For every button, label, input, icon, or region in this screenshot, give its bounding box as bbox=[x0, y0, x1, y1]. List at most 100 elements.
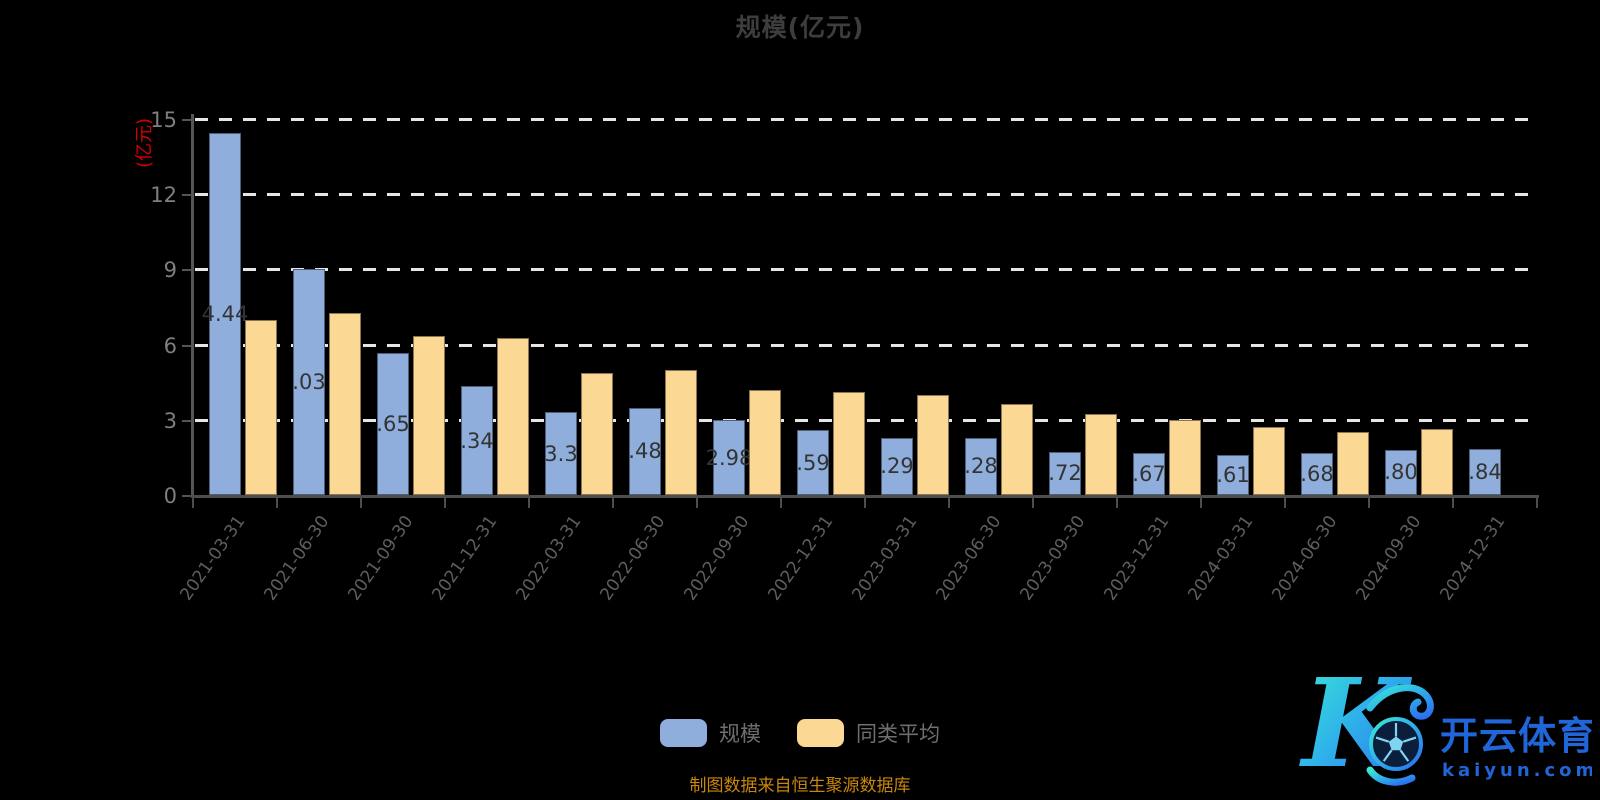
y-axis-label-3: 3 bbox=[163, 408, 177, 433]
gridline-9 bbox=[195, 268, 1537, 272]
bar-value-label: .48 bbox=[628, 439, 662, 464]
bar-value-label: .59 bbox=[796, 450, 830, 475]
bar-scale-2021-03-31[interactable]: 4.44 bbox=[202, 133, 248, 495]
legend-label-scale: 规模 bbox=[719, 722, 761, 746]
bar-avg-2022-09-30[interactable] bbox=[749, 389, 781, 495]
bar-value-label: .28 bbox=[964, 454, 998, 479]
bar-scale-2021-12-31[interactable]: .34 bbox=[460, 386, 494, 495]
bar-avg-2022-06-30[interactable] bbox=[665, 369, 697, 495]
y-axis-line bbox=[191, 114, 194, 498]
gridline-3 bbox=[195, 418, 1537, 422]
bar-value-label: .34 bbox=[460, 428, 494, 453]
bar-avg-2023-09-30[interactable] bbox=[1085, 413, 1117, 495]
bar-avg-2024-09-30[interactable] bbox=[1421, 428, 1453, 495]
x-axis-date-label: 2022-03-31 bbox=[512, 512, 586, 605]
x-axis-date-label: 2024-03-31 bbox=[1184, 512, 1258, 605]
y-axis-label-12: 12 bbox=[150, 183, 177, 208]
x-axis-tick bbox=[1284, 498, 1286, 508]
x-axis-tick bbox=[1536, 498, 1538, 508]
x-axis-tick bbox=[360, 498, 362, 508]
y-axis-tick-15 bbox=[182, 119, 191, 121]
x-axis-line bbox=[191, 495, 1539, 498]
gridline-6 bbox=[195, 343, 1537, 347]
logo-domain: kaiyun.com bbox=[1442, 760, 1592, 781]
legend-swatch-scale bbox=[660, 719, 707, 747]
x-axis-tick bbox=[1452, 498, 1454, 508]
chart-title: 规模(亿元) bbox=[735, 13, 865, 42]
x-axis-date-label: 2023-09-30 bbox=[1016, 512, 1090, 605]
bar-scale-2024-03-31[interactable]: .61 bbox=[1216, 454, 1250, 495]
x-axis-date-label: 2021-03-31 bbox=[176, 512, 250, 605]
legend: 规模 同类平均 bbox=[0, 718, 1600, 748]
x-axis-tick bbox=[1368, 498, 1370, 508]
gridline-12 bbox=[195, 193, 1537, 197]
data-source-note: 制图数据来自恒生聚源数据库 bbox=[689, 776, 911, 796]
x-axis-tick bbox=[444, 498, 446, 508]
bar-scale-2022-06-30[interactable]: .48 bbox=[628, 407, 662, 495]
x-axis-tick bbox=[276, 498, 278, 508]
x-axis-date-label: 2023-06-30 bbox=[932, 512, 1006, 605]
x-axis-tick bbox=[1116, 498, 1118, 508]
x-axis-tick bbox=[192, 498, 194, 508]
x-axis-tick bbox=[1200, 498, 1202, 508]
bar-scale-2024-09-30[interactable]: .80 bbox=[1384, 449, 1418, 495]
y-axis-tick-0 bbox=[182, 495, 191, 497]
y-axis-label-15: 15 bbox=[150, 108, 177, 132]
kaiyun-logo[interactable]: K 开云体育 kaiyun.com bbox=[1292, 650, 1592, 792]
x-axis-date-label: 2021-06-30 bbox=[260, 512, 334, 605]
x-axis-tick bbox=[612, 498, 614, 508]
y-axis-tick-9 bbox=[182, 269, 191, 272]
bar-scale-2021-09-30[interactable]: .65 bbox=[376, 353, 410, 495]
bar-value-label: .65 bbox=[376, 412, 410, 437]
bar-value-label: .72 bbox=[1048, 461, 1082, 486]
legend-item-avg[interactable]: 同类平均 bbox=[797, 718, 940, 748]
bar-scale-2024-12-31[interactable]: .84 bbox=[1468, 448, 1502, 495]
y-axis-tick-3 bbox=[182, 419, 191, 422]
plot-area: 15 12 9 6 3 0 4.44 2021-03-31 .03 2021-06-30 .65 20… bbox=[150, 108, 1539, 604]
x-axis-tick bbox=[780, 498, 782, 508]
bar-scale-2021-06-30[interactable]: .03 bbox=[292, 268, 326, 495]
bar-avg-2022-12-31[interactable] bbox=[833, 392, 865, 495]
bar-avg-2024-06-30[interactable] bbox=[1337, 432, 1369, 495]
x-axis-date-label: 2023-12-31 bbox=[1100, 512, 1174, 605]
bar-scale-2024-06-30[interactable]: .68 bbox=[1300, 452, 1334, 495]
bar-avg-2023-12-31[interactable] bbox=[1169, 419, 1201, 495]
bar-value-label: .80 bbox=[1384, 460, 1418, 485]
bar-scale-2023-12-31[interactable]: .67 bbox=[1132, 453, 1166, 495]
legend-label-avg: 同类平均 bbox=[856, 722, 940, 746]
bar-avg-2022-03-31[interactable] bbox=[581, 373, 613, 495]
y-axis-label-0: 0 bbox=[163, 484, 177, 508]
x-axis-date-label: 2024-09-30 bbox=[1352, 512, 1426, 605]
bar-avg-2021-03-31[interactable] bbox=[245, 319, 277, 495]
legend-swatch-avg bbox=[797, 719, 844, 747]
bar-scale-2023-03-31[interactable]: .29 bbox=[880, 437, 914, 495]
bar-value-label: 4.44 bbox=[201, 302, 249, 326]
bar-avg-2021-09-30[interactable] bbox=[413, 335, 445, 495]
bar-scale-2023-06-30[interactable]: .28 bbox=[964, 437, 998, 495]
bar-scale-2023-09-30[interactable]: .72 bbox=[1048, 451, 1082, 495]
bar-value-label: 3.3 bbox=[544, 441, 578, 466]
bar-value-label: .03 bbox=[292, 369, 326, 394]
kaiyun-k-mark: K bbox=[1299, 651, 1434, 792]
x-axis-tick bbox=[528, 498, 530, 508]
x-axis-date-label: 2022-09-30 bbox=[680, 512, 754, 605]
bar-value-label: .67 bbox=[1132, 462, 1166, 487]
bar-avg-2021-06-30[interactable] bbox=[329, 313, 361, 495]
x-axis-date-label: 2021-12-31 bbox=[428, 512, 502, 605]
bar-scale-2022-09-30[interactable]: 2.98 bbox=[706, 420, 752, 495]
x-axis-date-label: 2022-06-30 bbox=[596, 512, 670, 605]
y-axis-tick-6 bbox=[182, 344, 191, 347]
bar-scale-2022-03-31[interactable]: 3.3 bbox=[544, 412, 578, 495]
bar-avg-2023-06-30[interactable] bbox=[1001, 403, 1033, 495]
bar-value-label: 2.98 bbox=[705, 445, 753, 470]
bar-avg-2021-12-31[interactable] bbox=[497, 338, 529, 495]
x-axis-tick bbox=[864, 498, 866, 508]
bar-avg-2023-03-31[interactable] bbox=[917, 394, 949, 495]
x-axis-tick bbox=[948, 498, 950, 508]
bar-avg-2024-03-31[interactable] bbox=[1253, 427, 1285, 495]
bar-value-label: .84 bbox=[1468, 459, 1502, 484]
legend-item-scale[interactable]: 规模 bbox=[660, 718, 761, 748]
x-axis-date-label: 2021-09-30 bbox=[344, 512, 418, 605]
bar-scale-2022-12-31[interactable]: .59 bbox=[796, 430, 830, 495]
y-axis-label-6: 6 bbox=[163, 333, 177, 358]
